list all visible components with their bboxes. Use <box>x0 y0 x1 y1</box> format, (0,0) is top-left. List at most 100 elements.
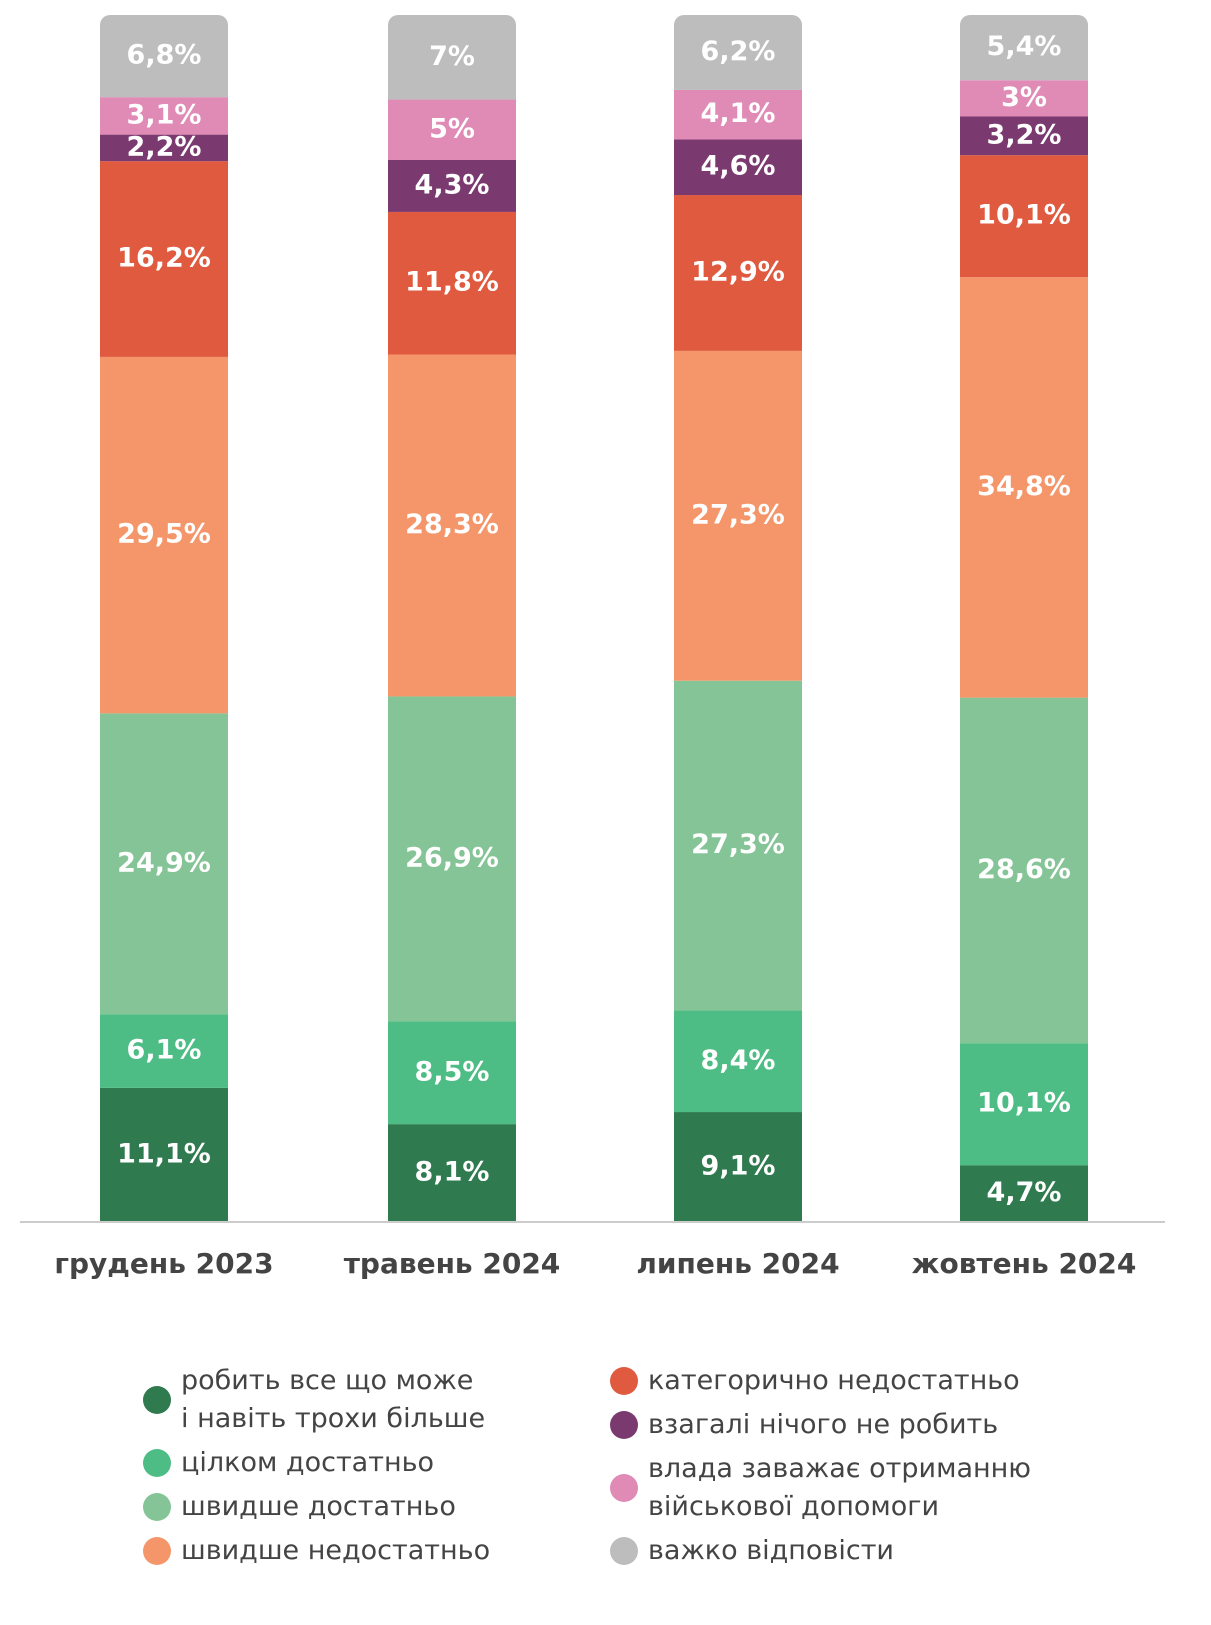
value-label: 3% <box>1001 82 1047 113</box>
bar-segment <box>388 1021 516 1125</box>
bar-segment <box>960 15 1088 81</box>
x-tick-label: травень 2024 <box>344 1247 561 1280</box>
value-label: 10,1% <box>977 200 1071 231</box>
value-label: 6,8% <box>127 40 202 71</box>
x-tick-label: липень 2024 <box>636 1247 839 1280</box>
legend-item: швидше достатньо <box>143 1488 490 1526</box>
legend-item: важко відповісти <box>610 1532 1031 1570</box>
value-label: 6,2% <box>701 36 776 67</box>
legend-label: взагалі нічого не робить <box>648 1409 999 1440</box>
bar-segment <box>960 116 1088 156</box>
legend-label: швидше достатньо <box>181 1491 456 1522</box>
legend-swatch <box>143 1449 171 1477</box>
x-tick-label: жовтень 2024 <box>912 1247 1137 1280</box>
value-label: 5,4% <box>987 31 1062 62</box>
legend-item: влада заважає отриманню військової допом… <box>610 1450 1031 1526</box>
bar-segment <box>388 354 516 697</box>
bar-segment <box>100 356 228 714</box>
value-label: 8,4% <box>701 1045 776 1076</box>
bar-segment <box>960 277 1088 698</box>
legend-swatch <box>610 1411 638 1439</box>
value-label: 4,3% <box>415 169 490 200</box>
bar-segment <box>100 97 228 135</box>
legend-label: робить все що може і навіть трохи більше <box>181 1365 486 1434</box>
value-label: 7% <box>429 41 475 72</box>
bar-segment <box>100 134 228 162</box>
bar-segment <box>100 1087 228 1222</box>
legend-item: взагалі нічого не робить <box>610 1406 1031 1444</box>
value-label: 28,6% <box>977 854 1071 885</box>
bar-stack <box>388 15 516 1222</box>
legend-item: робить все що може і навіть трохи більше <box>143 1362 490 1438</box>
bar-segment <box>388 696 516 1022</box>
value-label: 24,9% <box>117 847 211 878</box>
bar-segment <box>674 15 802 90</box>
value-label: 4,1% <box>701 98 776 129</box>
value-label: 34,8% <box>977 471 1071 502</box>
value-label: 3,1% <box>127 99 202 130</box>
value-label: 11,8% <box>405 267 499 298</box>
bar-segment <box>674 195 802 351</box>
legend-label: важко відповісти <box>648 1535 894 1566</box>
value-label: 28,3% <box>405 509 499 540</box>
bar-segment <box>674 139 802 196</box>
bar-segment <box>388 1124 516 1222</box>
bar-segment <box>674 1010 802 1113</box>
legend-label: швидше недостатньо <box>181 1535 491 1566</box>
value-label: 4,6% <box>701 151 776 182</box>
value-label: 3,2% <box>987 119 1062 150</box>
value-label: 8,1% <box>415 1157 490 1188</box>
bar-segment <box>960 1165 1088 1222</box>
value-label: 26,9% <box>405 842 499 873</box>
legend-label: категорично недостатньо <box>648 1365 1020 1396</box>
legend-item: категорично недостатньо <box>610 1362 1031 1400</box>
bar-segment <box>100 161 228 357</box>
legend: категорично недостатньо взагалі нічого не… <box>610 1362 1031 1570</box>
bar-segment <box>960 155 1088 278</box>
bar-segment <box>100 15 228 98</box>
legend-swatch <box>143 1386 171 1414</box>
bar-segment <box>674 89 802 140</box>
value-label: 27,3% <box>691 829 785 860</box>
value-label: 27,3% <box>691 499 785 530</box>
legend: робить все що може і навіть трохи більше… <box>143 1362 490 1570</box>
bar-segment <box>960 80 1088 117</box>
legend-swatch <box>610 1367 638 1395</box>
bar-segment <box>388 211 516 355</box>
legend-item: цілком достатньо <box>143 1444 490 1482</box>
x-tick-label: грудень 2023 <box>54 1247 273 1280</box>
bar-segment <box>674 680 802 1011</box>
bar-segment <box>388 99 516 160</box>
legend-swatch <box>143 1537 171 1565</box>
value-label: 29,5% <box>117 519 211 550</box>
bar-segment <box>388 15 516 100</box>
bar-segment <box>100 1014 228 1088</box>
legend-item: швидше недостатньо <box>143 1532 490 1570</box>
value-label: 5% <box>429 113 475 144</box>
value-label: 10,1% <box>977 1088 1071 1119</box>
value-label: 12,9% <box>691 256 785 287</box>
legend-swatch <box>143 1493 171 1521</box>
legend-swatch <box>610 1537 638 1565</box>
bar-segment <box>674 1112 802 1222</box>
value-label: 2,2% <box>127 131 202 162</box>
bar-stack <box>100 15 228 1222</box>
bar-segment <box>100 713 228 1015</box>
value-label: 9,1% <box>701 1151 776 1182</box>
value-label: 4,7% <box>987 1177 1062 1208</box>
legend-label: влада заважає отриманню військової допом… <box>648 1453 1032 1522</box>
bar-stack <box>960 15 1088 1222</box>
legend-swatch <box>610 1474 638 1502</box>
bar-stack <box>674 15 802 1222</box>
value-label: 8,5% <box>415 1056 490 1087</box>
bar-segment <box>674 350 802 681</box>
bar-segment <box>960 697 1088 1044</box>
value-label: 16,2% <box>117 243 211 274</box>
value-label: 6,1% <box>127 1035 202 1066</box>
legend-label: цілком достатньо <box>181 1447 435 1478</box>
bar-segment <box>960 1043 1088 1166</box>
bar-segment <box>388 159 516 212</box>
value-label: 11,1% <box>117 1138 211 1169</box>
